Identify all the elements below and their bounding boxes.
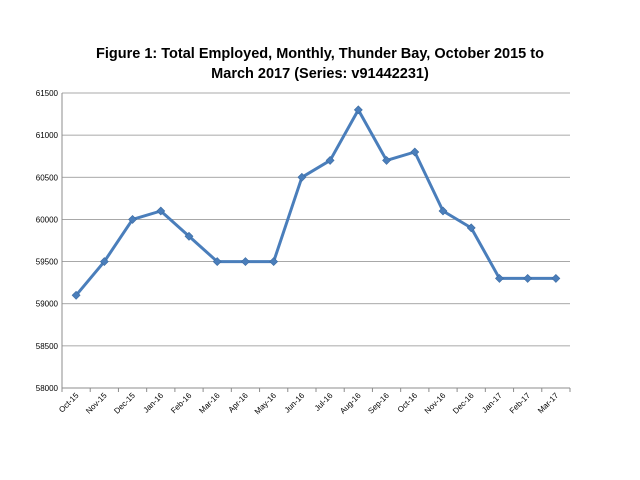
x-tick-label: Jun-16 [283, 391, 307, 415]
x-tick-label: Jul-16 [313, 391, 335, 413]
data-point [466, 223, 476, 233]
data-point [212, 257, 222, 266]
data-point [523, 274, 533, 283]
data-point [269, 257, 279, 266]
data-point [71, 290, 81, 300]
x-tick-label: Aug-16 [338, 391, 363, 416]
axes [61, 93, 571, 392]
y-tick-label: 59000 [36, 300, 59, 309]
x-tick-label: Mar-17 [536, 391, 561, 416]
y-tick-label: 58000 [36, 384, 59, 393]
data-point [353, 105, 363, 115]
data-point [184, 231, 194, 241]
x-tick-label: Apr-16 [227, 391, 251, 415]
y-tick-label: 58500 [36, 342, 59, 351]
x-tick-label: Mar-16 [197, 391, 222, 416]
x-tick-label: Oct-16 [396, 391, 420, 415]
x-tick-label: May-16 [253, 391, 279, 417]
x-tick-label: Nov-16 [423, 391, 448, 416]
x-tick-label: Nov-15 [84, 391, 109, 416]
x-tick-label: Jan-16 [142, 391, 166, 415]
x-tick-label: Feb-16 [169, 391, 194, 416]
x-tick-label: Jan-17 [480, 391, 504, 415]
data-point [325, 156, 335, 165]
chart-title-line1: Figure 1: Total Employed, Monthly, Thund… [96, 46, 544, 62]
chart-title-line2: March 2017 (Series: v91442231) [211, 66, 429, 82]
data-point [156, 206, 166, 216]
data-point [99, 257, 109, 266]
y-tick-label: 60500 [36, 173, 59, 182]
gridlines [62, 92, 570, 347]
data-point [551, 274, 561, 283]
y-tick-label: 59500 [36, 258, 59, 267]
series-layer [71, 105, 561, 300]
y-tick-label: 61000 [36, 131, 59, 140]
x-tick-label: Dec-15 [112, 391, 137, 416]
x-tick-label: Sep-16 [366, 391, 391, 416]
y-tick-label: 60000 [36, 215, 59, 224]
chart-title: Figure 1: Total Employed, Monthly, Thund… [40, 44, 600, 84]
x-tick-label: Feb-17 [508, 391, 533, 416]
y-tick-label: 61500 [36, 89, 59, 98]
x-tick-label: Dec-16 [451, 391, 476, 416]
data-point [241, 257, 250, 266]
x-axis-ticks: Oct-15 Nov-15 Dec-15 Jan-16 Feb-16 Mar-16 Apr-… [57, 391, 561, 417]
x-tick-label: Oct-15 [57, 391, 81, 415]
data-point [297, 172, 307, 182]
data-point [438, 206, 448, 216]
data-point [410, 147, 420, 157]
data-point [495, 274, 504, 283]
data-point [128, 215, 137, 224]
series-line [74, 108, 556, 297]
y-axis-ticks: 58000 58500 59000 59500 60000 60500 61000 61500 [36, 89, 59, 393]
data-point [382, 156, 391, 165]
